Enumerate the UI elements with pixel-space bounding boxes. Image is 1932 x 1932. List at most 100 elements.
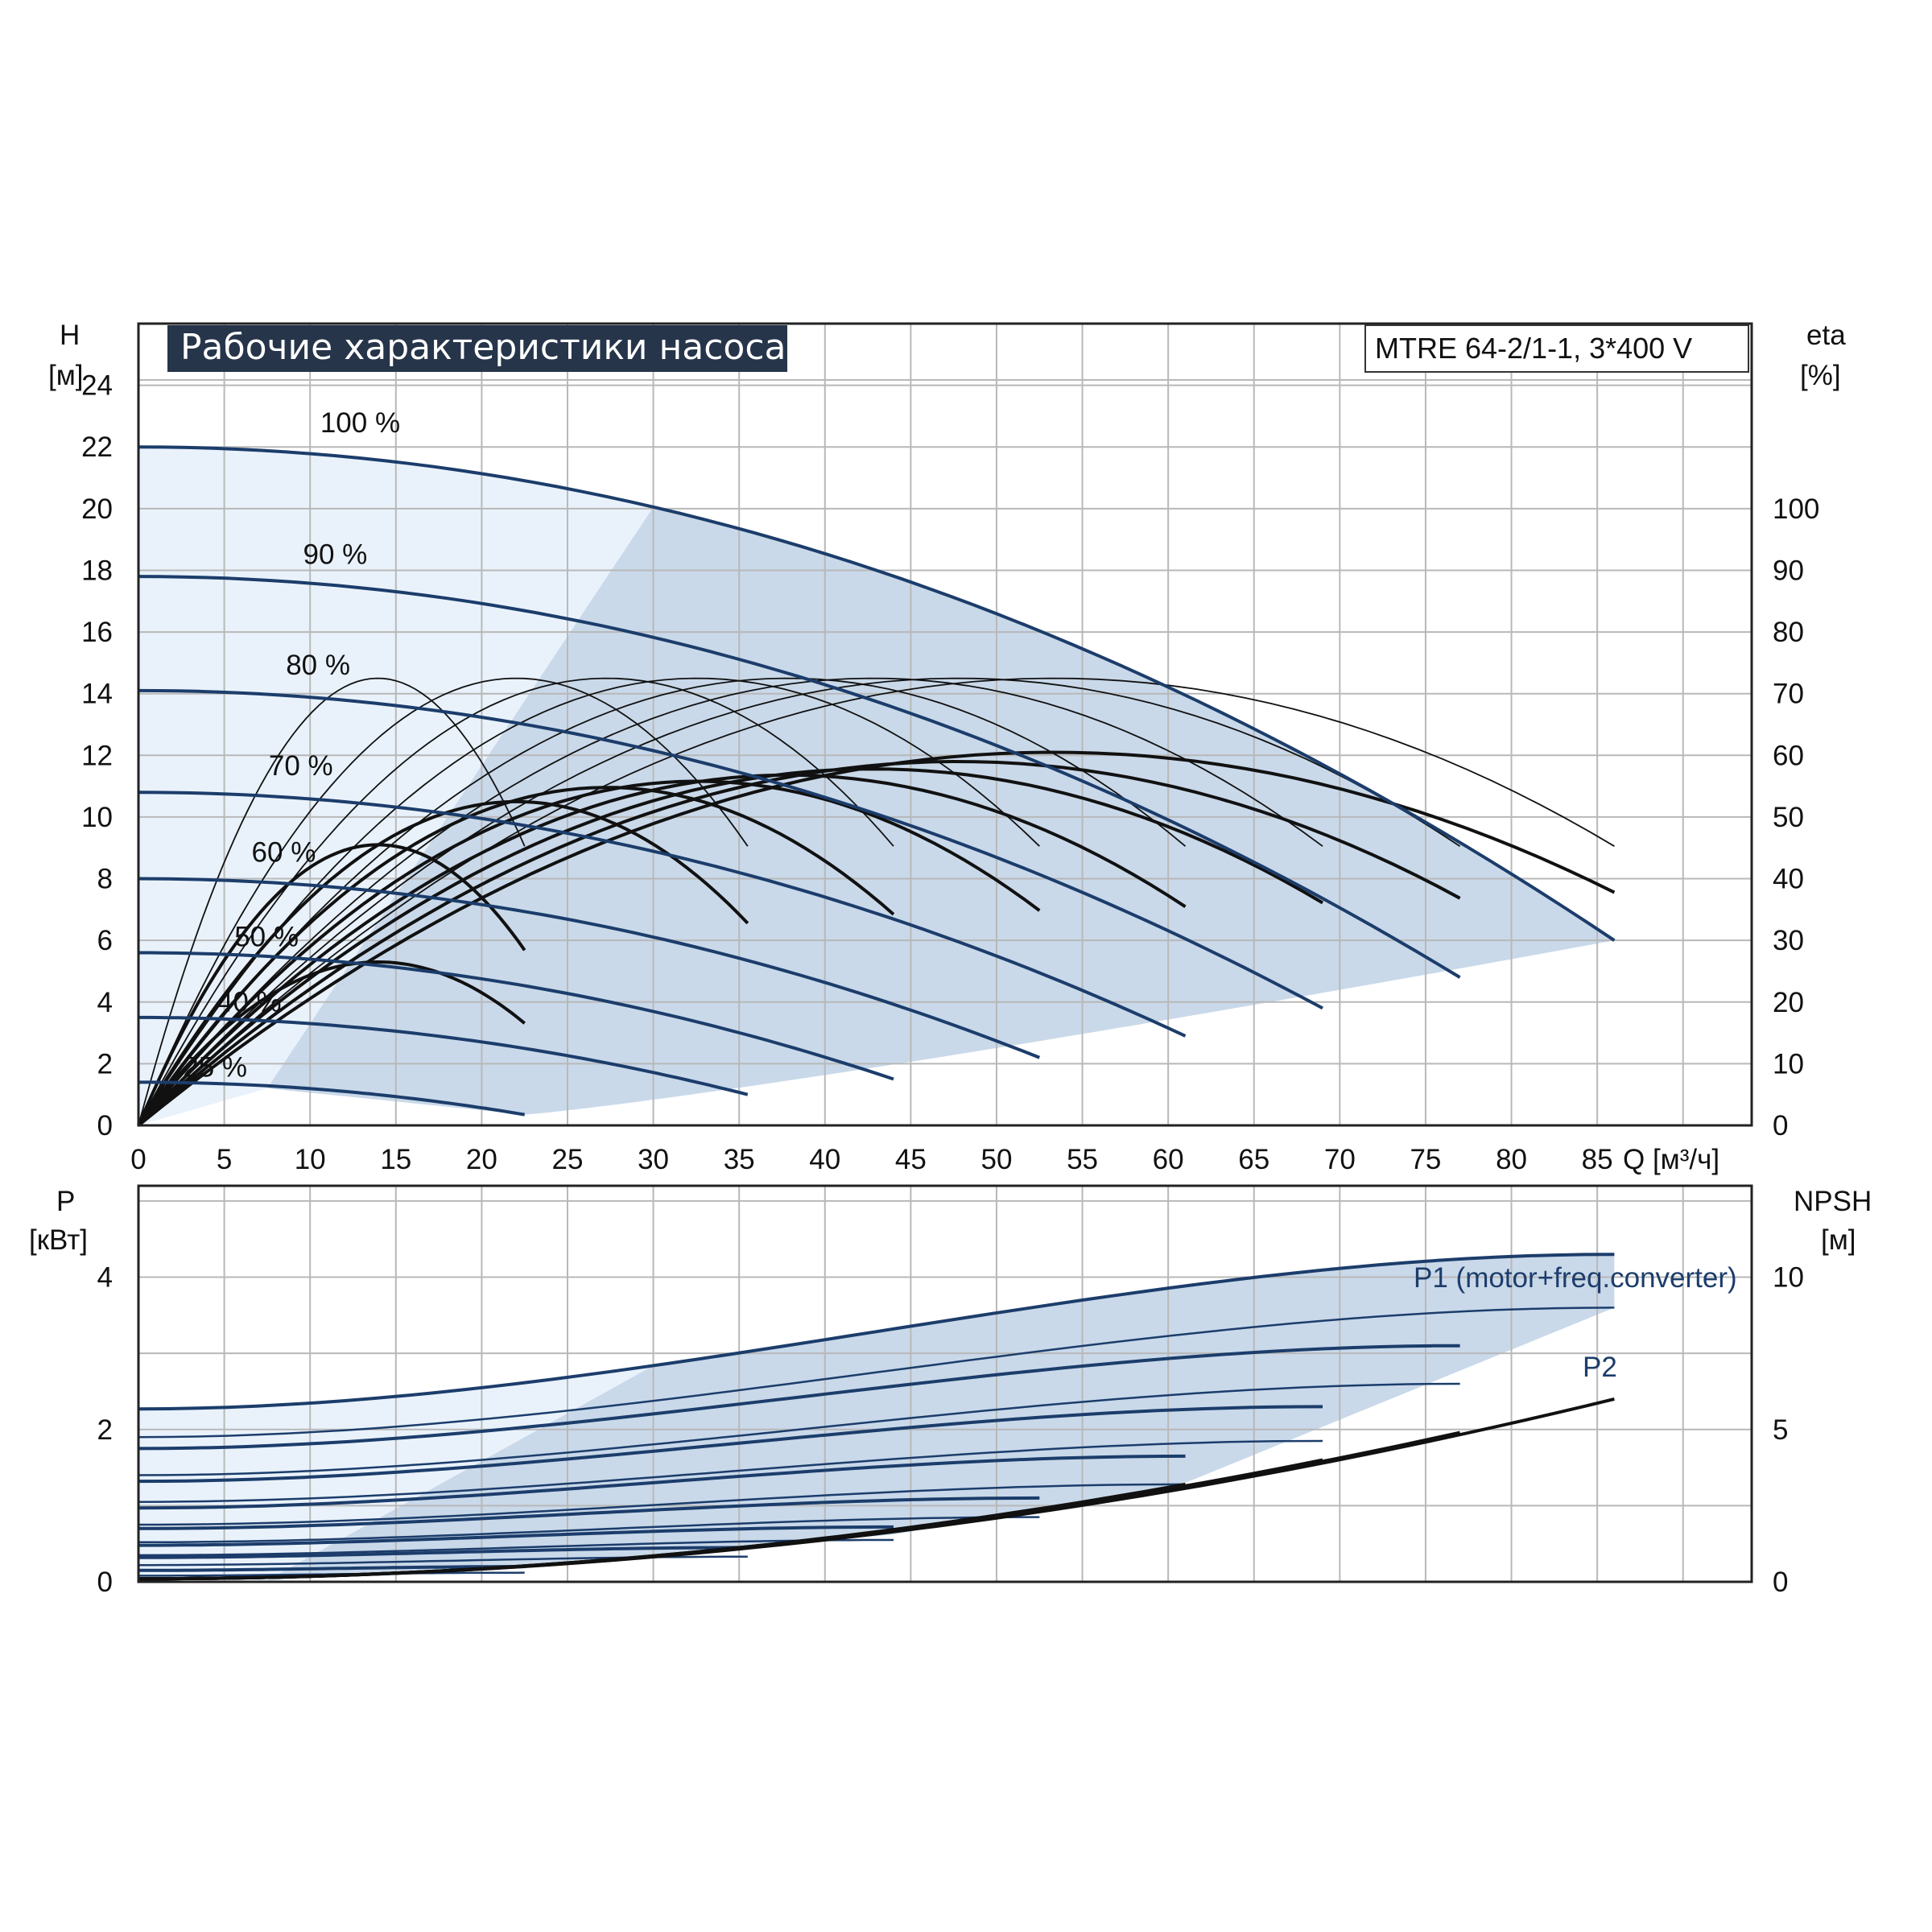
y-right-axis-label-upper-unit: [%] (1800, 360, 1841, 391)
power-curve-p1 (138, 1525, 894, 1547)
npsh-curve-line (138, 1528, 894, 1581)
y-tick-label: 14 (81, 679, 113, 710)
x-tick-label: 75 (1410, 1144, 1441, 1175)
p1-series-label: P1 (motor+freq.converter) (1414, 1262, 1737, 1294)
y-tick-label: 0 (97, 1110, 113, 1141)
power-curve-p2 (138, 1516, 1040, 1544)
power-curve-p1 (138, 1454, 1186, 1510)
power-curve-p1 (138, 1565, 525, 1572)
y-tick-label-lower: 4 (97, 1262, 113, 1294)
x-tick-label: 60 (1153, 1144, 1184, 1175)
grid-upper (138, 324, 1752, 1125)
speed-label: 40 % (217, 987, 282, 1018)
y-right-tick-label: 30 (1773, 925, 1804, 956)
speed-label: 50 % (234, 921, 299, 952)
power-curve-p1 (138, 1344, 1460, 1451)
x-tick-label: 5 (217, 1144, 232, 1175)
p2-series-label: P2 (1583, 1352, 1617, 1383)
y-right-tick-label: 0 (1773, 1110, 1788, 1141)
speed-label: 25 % (183, 1052, 247, 1084)
power-curves (138, 1253, 1615, 1577)
efficiency-curve-line (138, 677, 526, 1126)
x-tick-label: 80 (1496, 1144, 1527, 1175)
upper-panel-frame (137, 322, 1753, 1127)
npsh-curves (138, 1397, 1615, 1581)
y-right-tick-label-lower: 0 (1773, 1567, 1788, 1598)
y-tick-label: 4 (97, 987, 113, 1018)
speed-label: 90 % (303, 539, 368, 570)
model-box (1364, 324, 1749, 373)
y-axis-label-lower-unit: [кВт] (29, 1224, 88, 1256)
power-curve-p2 (138, 1382, 1460, 1476)
efficiency-curve-line (137, 843, 526, 1126)
efficiency-curves (137, 677, 1616, 1127)
power-curve-p1 (138, 1546, 748, 1559)
y-right-tick-label: 20 (1773, 987, 1804, 1018)
head-curve-line (138, 951, 894, 1081)
x-tick-label: 0 (130, 1144, 146, 1175)
y-right-tick-label: 60 (1773, 740, 1804, 771)
efficiency-curve-line (137, 960, 526, 1127)
x-tick-label: 15 (380, 1144, 411, 1175)
head-curve-line (138, 575, 1461, 979)
chart-title: Рабочие характеристики насоса (180, 327, 786, 368)
x-tick-label: 20 (466, 1144, 497, 1175)
tick-labels: 0 5 10 15 20 25 30 35 40 45 50 55 60 65 70 75 80 85024681… (81, 370, 1819, 1598)
y-right-tick-label: 40 (1773, 864, 1804, 895)
efficiency-curve-line (137, 773, 1187, 1127)
power-curve-p2 (138, 1538, 894, 1557)
power-curve-p2 (138, 1483, 1186, 1526)
x-tick-label: 55 (1067, 1144, 1098, 1175)
power-curve-p1 (138, 1253, 1615, 1411)
x-tick-label: 45 (895, 1144, 927, 1175)
x-tick-label: 10 (295, 1144, 326, 1175)
efficiency-curve-line (138, 677, 1461, 1126)
y-right-axis-label-lower-symbol: NPSH (1794, 1186, 1872, 1217)
speed-labels: 100 % 90 % 80 % 70 % 60 % 50 % 40 % 25 % (183, 407, 400, 1083)
speed-label: 80 % (286, 650, 350, 681)
x-tick-label: 85 (1582, 1144, 1613, 1175)
x-tick-label: 65 (1238, 1144, 1269, 1175)
dark-power-area (266, 1254, 1615, 1581)
x-tick-label: 35 (724, 1144, 755, 1175)
y-right-tick-label: 80 (1773, 617, 1804, 648)
y-right-tick-label: 90 (1773, 555, 1804, 586)
y-tick-label: 6 (97, 925, 113, 956)
head-curve-line (138, 688, 1323, 1010)
power-curve-p1 (138, 1496, 1040, 1530)
y-tick-label: 12 (81, 740, 113, 771)
head-curve-line (138, 1080, 526, 1117)
y-tick-label: 18 (81, 555, 113, 586)
y-right-axis-label-upper-symbol: eta (1806, 320, 1846, 351)
y-tick-label: 8 (97, 864, 113, 895)
y-tick-label: 20 (81, 493, 113, 525)
y-tick-label: 10 (81, 802, 113, 833)
y-right-tick-label-lower: 10 (1773, 1262, 1804, 1294)
y-axis-label-upper-unit: [м] (48, 360, 84, 391)
y-right-axis-label-lower-unit: [м] (1821, 1224, 1856, 1256)
x-tick-label: 50 (980, 1144, 1012, 1175)
y-right-tick-label: 10 (1773, 1048, 1804, 1080)
speed-label: 70 % (269, 750, 333, 782)
y-axis-label-lower-symbol: P (56, 1186, 75, 1217)
power-curve-p1 (138, 1405, 1323, 1484)
efficiency-curve-line (138, 677, 894, 1126)
y-tick-label: 22 (81, 431, 113, 463)
x-tick-label: 30 (638, 1144, 669, 1175)
y-tick-label: 24 (81, 370, 113, 402)
head-curve-line (138, 791, 1187, 1038)
speed-label: 100 % (320, 407, 400, 439)
y-right-tick-label: 50 (1773, 802, 1804, 833)
y-right-tick-label: 70 (1773, 679, 1804, 710)
head-curves (138, 445, 1616, 1117)
model-label: MTRE 64-2/1-1, 3*400 V (1375, 332, 1692, 365)
head-curve-line (138, 445, 1616, 942)
x-axis-label: Q [м³/ч] (1623, 1144, 1719, 1175)
y-tick-label-lower: 2 (97, 1414, 113, 1446)
efficiency-curve-line (138, 677, 1323, 1126)
efficiency-curve-line (138, 677, 1187, 1126)
y-tick-label: 2 (97, 1048, 113, 1080)
y-tick-label-lower: 0 (97, 1567, 113, 1598)
y-tick-label: 16 (81, 617, 113, 648)
